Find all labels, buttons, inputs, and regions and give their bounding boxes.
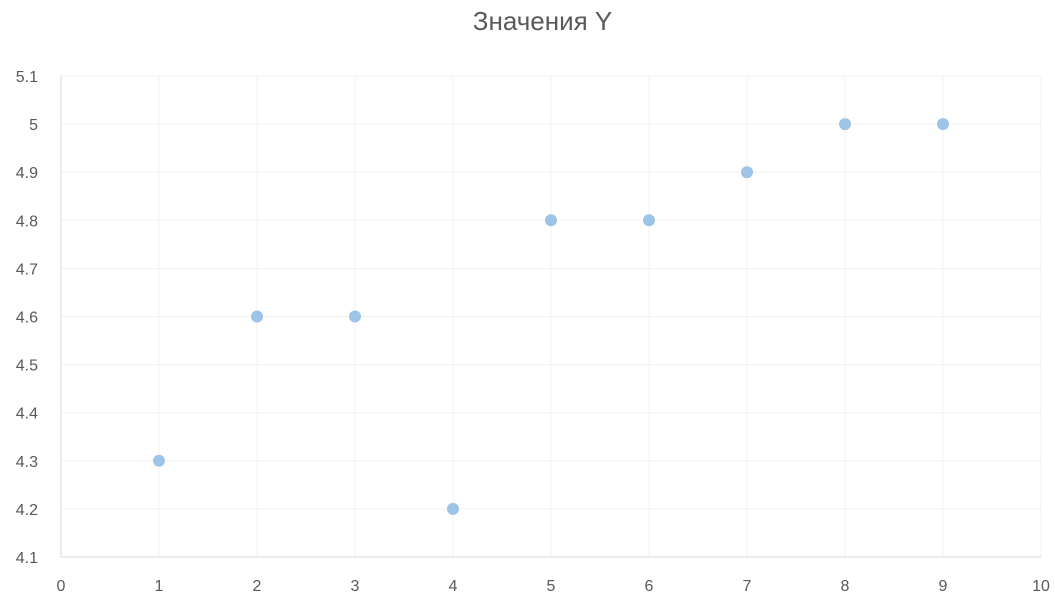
x-tick-label: 10 (1032, 578, 1050, 595)
x-tick-label: 9 (939, 578, 948, 595)
y-tick-label: 4.3 (16, 454, 38, 471)
x-tick-labels: 0 1 2 3 4 5 6 7 8 9 10 (57, 578, 1050, 595)
x-tick-label: 1 (155, 578, 164, 595)
x-tick-label: 8 (841, 578, 850, 595)
y-tick-label: 4.2 (16, 502, 38, 519)
y-tick-label: 4.6 (16, 310, 38, 327)
x-tick-label: 0 (57, 578, 66, 595)
y-tick-label: 4.8 (16, 213, 38, 230)
data-point (251, 310, 263, 323)
x-tick-label: 3 (351, 578, 360, 595)
x-tick-label: 2 (253, 578, 262, 595)
data-point (937, 118, 949, 131)
y-tick-label: 4.5 (16, 358, 38, 375)
data-point (545, 214, 557, 227)
data-point (643, 214, 655, 227)
chart-title: Значения Y (472, 6, 613, 36)
y-tick-labels: 4.1 4.2 4.3 4.4 4.5 4.6 4.7 4.8 4.9 5 5.1 (16, 69, 38, 567)
grid-layer (61, 75, 1042, 557)
data-points (153, 118, 949, 515)
data-point (349, 310, 361, 323)
y-tick-label: 4.9 (16, 165, 38, 182)
y-tick-label: 4.1 (16, 550, 38, 567)
x-tick-label: 6 (645, 578, 654, 595)
data-point (153, 454, 165, 467)
y-tick-label: 5.1 (16, 69, 38, 86)
data-point (447, 502, 459, 515)
y-tick-label: 5 (29, 117, 38, 134)
y-tick-label: 4.4 (16, 406, 38, 423)
y-tick-label: 4.7 (16, 261, 38, 278)
x-tick-label: 7 (743, 578, 752, 595)
data-point (741, 166, 753, 179)
x-tick-label: 5 (547, 578, 556, 595)
data-point (839, 118, 851, 131)
axis-layer (60, 76, 1041, 558)
x-tick-label: 4 (449, 578, 458, 595)
